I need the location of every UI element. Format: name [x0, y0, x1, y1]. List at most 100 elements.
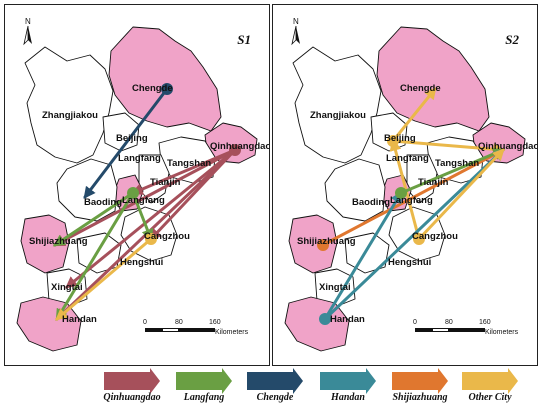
flow-arrow-7: [417, 148, 505, 241]
panel-title: S1: [237, 32, 251, 47]
city-label-qinhuangdao: Qinhuangdao: [210, 141, 270, 152]
flow-arrow-9: [55, 237, 153, 321]
scale-segment: [162, 328, 179, 332]
scale-segment: [449, 328, 485, 332]
scale-segment: [432, 328, 449, 332]
flow-arrow-1: [130, 148, 237, 195]
scale-segment: [145, 328, 162, 332]
map-panel-s1: N S1 Chengde Zhangjiakou Beijing Langfan…: [4, 4, 270, 366]
city-label-qinhuangdao: Qinhuangdao: [478, 141, 538, 152]
flow-arrow-6: [323, 190, 403, 321]
legend-label: Langfang: [183, 392, 225, 403]
legend-label: Shijiazhuang: [392, 392, 448, 403]
region-hengshui: [344, 232, 390, 274]
flow-arrow-3: [52, 148, 237, 247]
legend-arrow-icon: [104, 368, 160, 394]
north-arrow: N: [21, 17, 35, 47]
panel-title: S2: [505, 32, 519, 47]
flow-arrow-0: [83, 87, 169, 199]
flow-arrow-6: [53, 191, 135, 247]
legend-label: Qinhuangdao: [103, 392, 161, 403]
region-map-s1: [16, 26, 258, 352]
city-label-langfang-inner: Langfang: [390, 195, 433, 206]
scale-tick-80: 80: [175, 319, 183, 326]
flow-arrow-7: [55, 191, 135, 322]
region-zhangjiakou: [24, 46, 114, 164]
flow-arrow-2: [391, 139, 506, 156]
city-label-cangzhou: Cangzhou: [412, 231, 458, 242]
origin-node-cangzhou: [413, 233, 425, 245]
scale-tick-0: 0: [143, 319, 147, 326]
origin-node-qinhuangdao: [229, 144, 241, 156]
scale-tick-160: 160: [479, 319, 491, 326]
city-label-handan: Handan: [330, 314, 365, 325]
city-label-tianjin: Tianjin: [418, 177, 449, 188]
region-baoding: [324, 158, 386, 222]
region-beijing: [102, 112, 140, 152]
legend-label: Chengde: [256, 392, 294, 403]
origin-node-langfang: [395, 187, 407, 199]
legend-item-shijiazhuang: Shijiazhuang: [388, 368, 452, 404]
region-chengde: [376, 26, 490, 132]
region-shijiazhuang: [20, 214, 70, 274]
region-chengde: [108, 26, 222, 132]
region-polygons: [16, 26, 258, 352]
north-arrow: N: [289, 17, 303, 47]
city-label-hengshui: Hengshui: [388, 257, 432, 268]
north-arrow-icon: [291, 25, 300, 46]
region-zhangjiakou: [292, 46, 382, 164]
city-label-shijiazhuang: Shijiazhuang: [29, 236, 88, 247]
legend-item-langfang: Langfang: [172, 368, 236, 404]
city-label-zhangjiakou: Zhangjiakou: [42, 110, 98, 121]
map-panel-s2: N S2 Chengde Zhangjiakou Beijing Langfan…: [272, 4, 538, 366]
region-shijiazhuang: [288, 214, 338, 274]
flow-arrow-0: [391, 87, 437, 143]
flow-arrow-4: [65, 148, 237, 289]
flow-arrow-5: [323, 148, 505, 321]
city-label-chengde: Chengde: [132, 83, 173, 94]
city-label-xingtai: Xingtai: [319, 282, 351, 293]
flow-arrow-4: [399, 148, 506, 195]
city-label-chengde: Chengde: [400, 83, 441, 94]
flow-arrows: [321, 87, 506, 321]
legend: Qinhuangdao Langfang Chengde Handan Shij…: [0, 366, 540, 410]
city-label-hengshui: Hengshui: [120, 257, 164, 268]
north-label: N: [25, 17, 31, 26]
legend-item-chengde: Chengde: [243, 368, 307, 404]
city-label-shijiazhuang: Shijiazhuang: [297, 236, 356, 247]
scale-segment: [179, 328, 215, 332]
region-map-s2: [284, 26, 526, 352]
origin-nodes: [127, 83, 241, 245]
scale-bar: 0 80 160 Kilometers: [413, 319, 537, 345]
city-label-xingtai: Xingtai: [51, 282, 83, 293]
city-label-tianjin: Tianjin: [150, 177, 181, 188]
city-label-langfang-inner: Langfang: [122, 195, 165, 206]
origin-node-handan: [319, 313, 331, 325]
city-label-langfang: Langfang: [118, 153, 161, 164]
city-label-zhangjiakou: Zhangjiakou: [310, 110, 366, 121]
legend-item-other-city: Other City: [458, 368, 522, 404]
city-label-beijing: Beijing: [116, 133, 148, 144]
scale-tick-80: 80: [445, 319, 453, 326]
city-label-langfang: Langfang: [386, 153, 429, 164]
city-label-baoding: Baoding: [352, 197, 390, 208]
scale-bar: 0 80 160 Kilometers: [143, 319, 269, 345]
flow-arrow-3: [321, 148, 506, 247]
origin-node-cangzhou: [145, 233, 157, 245]
legend-label: Other City: [468, 392, 512, 403]
city-label-tangshan: Tangshan: [435, 158, 480, 169]
legend-arrow-icon: [176, 368, 232, 394]
flow-arrow-8: [131, 191, 154, 242]
legend-arrow-icon: [320, 368, 376, 394]
legend-item-qinhuangdao: Qinhuangdao: [100, 368, 164, 404]
origin-nodes: [317, 135, 425, 325]
legend-arrow-icon: [392, 368, 448, 394]
origin-node-langfang: [127, 187, 139, 199]
city-label-cangzhou: Cangzhou: [144, 231, 190, 242]
city-label-handan: Handan: [62, 314, 97, 325]
scale-segment: [415, 328, 432, 332]
legend-label: Handan: [331, 392, 365, 403]
city-label-beijing: Beijing: [384, 133, 416, 144]
flow-arrows: [52, 87, 237, 322]
scale-unit: Kilometers: [215, 329, 249, 336]
